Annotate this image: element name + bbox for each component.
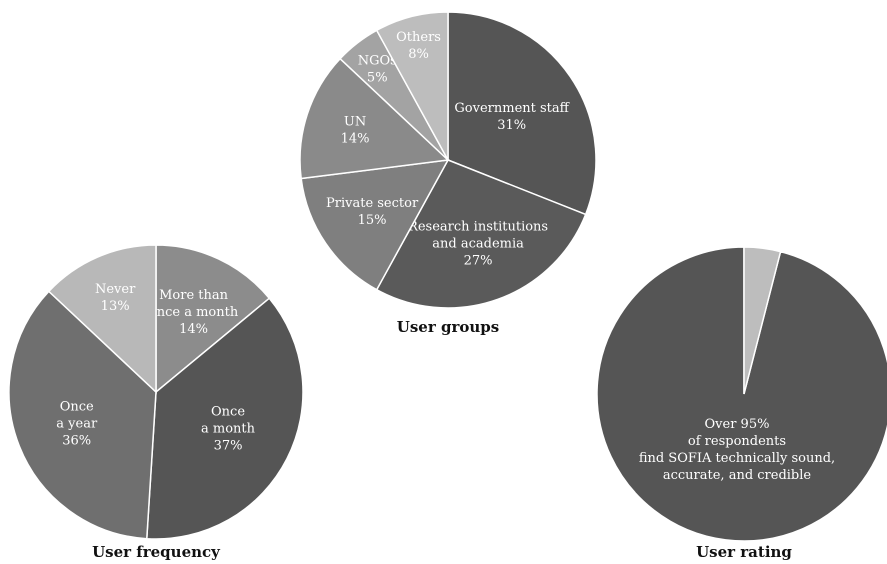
frequency-slice-label-0-line-0: More than (159, 288, 229, 303)
rating-slice-label-0-line-2: find SOFIA technically sound, (639, 451, 835, 466)
user-groups-pie: Government staff 31% Research institutions… (299, 11, 597, 309)
groups-slice-label-0: Government staff 31% (454, 101, 570, 133)
user-groups-title: User groups (397, 318, 499, 336)
frequency-slice-3 (47, 244, 157, 394)
groups-slice-5 (375, 11, 449, 161)
groups-slice-label-2: Private sector 15% (326, 196, 419, 228)
frequency-slice-label-3-line-1: 13% (101, 299, 130, 314)
groups-slice-label-0-line-1: 31% (497, 118, 526, 133)
groups-slice-2 (300, 159, 450, 291)
groups-slice-label-3: UN 14% (341, 114, 370, 146)
frequency-slice-label-1-line-0: Once (211, 405, 245, 420)
groups-slice-3 (299, 57, 450, 180)
frequency-slice-label-1-line-1: a month (201, 422, 256, 437)
frequency-slice-1 (145, 297, 304, 540)
groups-slice-label-5: Others 8% (396, 30, 441, 62)
frequency-slice-label-3: Never 13% (95, 282, 136, 314)
frequency-slice-0 (155, 244, 271, 394)
frequency-slice-label-0: More than once a month 14% (149, 288, 239, 337)
groups-slice-label-5-line-0: Others (396, 30, 441, 45)
user-rating-pie: Over 95% of respondents find SOFIA technic… (596, 246, 887, 542)
groups-slice-label-1-line-1: and academia (432, 237, 524, 252)
user-frequency-pie: More than once a month 14%Once a month 37%On… (8, 244, 304, 540)
groups-slice-label-0-line-0: Government staff (454, 101, 570, 116)
groups-slice-label-3-line-1: 14% (341, 131, 370, 146)
frequency-slice-label-2-line-0: Once (60, 399, 94, 414)
frequency-slice-2 (8, 290, 157, 540)
groups-slice-label-3-line-0: UN (344, 114, 366, 129)
frequency-slice-label-1-line-2: 37% (214, 439, 243, 454)
rating-slice-label-0-line-0: Over 95% (705, 417, 770, 432)
groups-slice-label-1-line-2: 27% (464, 254, 493, 269)
frequency-slice-label-3-line-0: Never (95, 282, 136, 297)
user-rating-title: User rating (696, 543, 792, 561)
rating-slice-1 (743, 246, 782, 395)
rating-slice-label-0: Over 95% of respondents find SOFIA technic… (639, 417, 835, 483)
frequency-slice-label-0-line-1: once a month (149, 305, 239, 320)
rating-slice-label-0-line-1: of respondents (688, 434, 786, 449)
groups-slice-label-2-line-1: 15% (358, 213, 387, 228)
groups-slice-label-4-line-0: NGOs (358, 53, 397, 68)
groups-slice-1 (375, 159, 587, 309)
groups-slice-label-1-line-0: Research institutions (408, 220, 548, 235)
rating-slice-label-0-line-3: accurate, and credible (663, 468, 812, 483)
groups-slice-0 (447, 11, 597, 216)
groups-slice-label-5-line-1: 8% (408, 47, 429, 62)
groups-slice-label-2-line-0: Private sector (326, 196, 419, 211)
frequency-slice-label-2: Once a year 36% (56, 399, 98, 448)
frequency-slice-label-2-line-1: a year (56, 416, 98, 431)
frequency-slice-label-2-line-2: 36% (62, 433, 91, 448)
groups-slice-label-4-line-1: 5% (367, 70, 388, 85)
rating-slice-0 (596, 246, 887, 542)
user-frequency-title: User frequency (92, 543, 221, 561)
groups-slice-label-4: NGOs 5% (358, 53, 397, 85)
frequency-slice-label-1: Once a month 37% (201, 405, 256, 454)
groups-slice-label-1: Research institutions and academia 27% (408, 220, 548, 269)
frequency-slice-label-0-line-2: 14% (179, 322, 208, 337)
